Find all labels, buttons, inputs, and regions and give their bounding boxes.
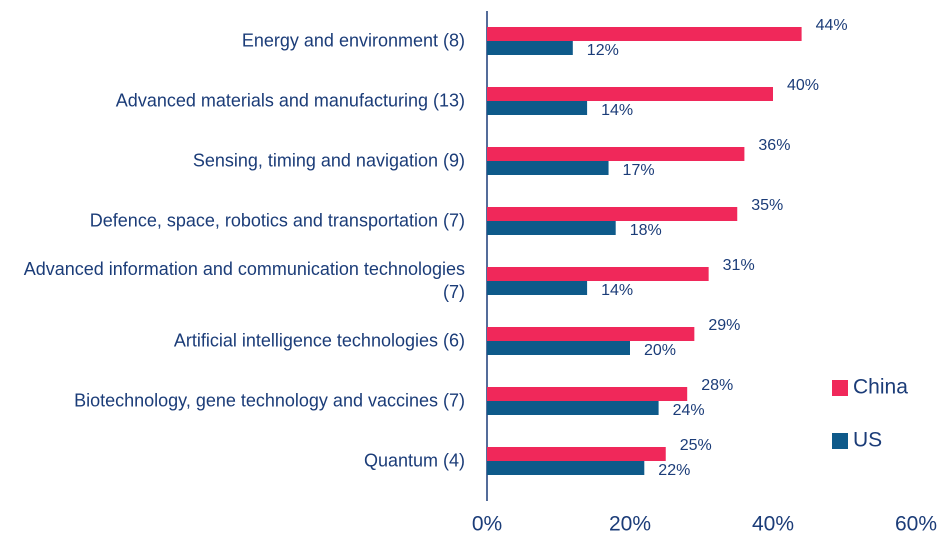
data-label: 29% xyxy=(708,317,740,334)
x-tick-label: 40% xyxy=(752,513,794,536)
data-label: 44% xyxy=(816,17,848,34)
category-label: Sensing, timing and navigation (9) xyxy=(192,150,465,171)
bar xyxy=(487,281,588,295)
legend-label: China xyxy=(853,376,908,399)
category-label: Advanced information and communication t… xyxy=(23,259,465,302)
data-label: 31% xyxy=(723,257,755,274)
x-tick-label: 60% xyxy=(895,513,937,536)
bar xyxy=(487,401,659,415)
bar xyxy=(487,41,573,55)
data-label: 18% xyxy=(630,222,662,239)
data-label: 14% xyxy=(601,102,633,119)
bar xyxy=(487,327,695,341)
bar xyxy=(487,27,802,41)
bar xyxy=(487,461,645,475)
bar xyxy=(487,101,588,115)
data-label: 20% xyxy=(644,342,676,359)
data-label: 24% xyxy=(673,402,705,419)
bar xyxy=(487,387,688,401)
data-label: 40% xyxy=(787,77,819,94)
category-label: Quantum (4) xyxy=(363,450,465,471)
category-label: Biotechnology, gene technology and vacci… xyxy=(74,390,465,411)
category-label: Energy and environment (8) xyxy=(241,30,465,51)
x-tick-label: 0% xyxy=(472,513,502,536)
data-label: 14% xyxy=(601,282,633,299)
data-label: 35% xyxy=(751,197,783,214)
data-label: 12% xyxy=(587,42,619,59)
data-label: 28% xyxy=(701,377,733,394)
legend-swatch xyxy=(832,380,848,396)
bar xyxy=(487,447,666,461)
category-label: Advanced materials and manufacturing (13… xyxy=(115,90,465,111)
legend-label: US xyxy=(853,429,882,452)
legend-swatch xyxy=(832,433,848,449)
data-label: 25% xyxy=(680,437,712,454)
bar xyxy=(487,341,630,355)
data-label: 17% xyxy=(623,162,655,179)
bar xyxy=(487,221,616,235)
bar xyxy=(487,87,773,101)
x-tick-label: 20% xyxy=(609,513,651,536)
bar xyxy=(487,207,738,221)
data-label: 22% xyxy=(658,462,690,479)
bar xyxy=(487,267,709,281)
bar xyxy=(487,161,609,175)
bar xyxy=(487,147,745,161)
category-label: Artificial intelligence technologies (6) xyxy=(173,330,465,351)
data-label: 36% xyxy=(758,137,790,154)
category-label: Defence, space, robotics and transportat… xyxy=(89,210,465,231)
